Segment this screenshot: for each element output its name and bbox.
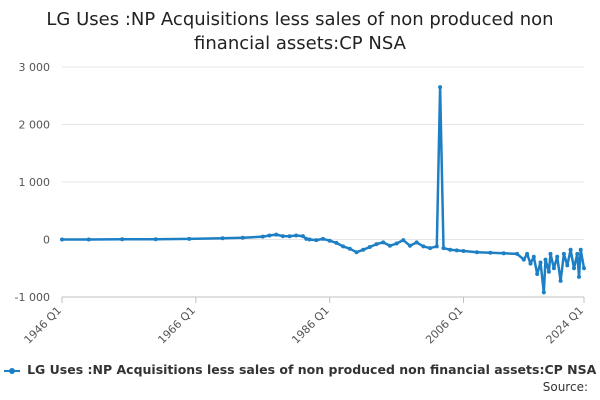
data-point bbox=[543, 257, 548, 262]
data-point bbox=[565, 263, 570, 268]
data-point bbox=[434, 244, 439, 249]
data-point bbox=[294, 233, 299, 238]
data-point bbox=[347, 246, 352, 251]
y-tick-label: 0 bbox=[43, 234, 50, 247]
data-point bbox=[461, 249, 466, 253]
x-tick-label: 2024 Q1 bbox=[544, 304, 587, 347]
data-point bbox=[408, 243, 412, 248]
data-point bbox=[240, 235, 245, 240]
data-point bbox=[314, 238, 319, 243]
data-point bbox=[561, 251, 566, 256]
data-point bbox=[501, 251, 506, 256]
data-point bbox=[287, 234, 292, 239]
y-tick-label: 2 000 bbox=[19, 119, 51, 132]
data-point bbox=[572, 266, 576, 271]
data-point bbox=[555, 254, 560, 259]
data-point bbox=[374, 242, 379, 247]
y-tick-label: 1 000 bbox=[19, 176, 51, 189]
legend-label: LG Uses :NP Acquisitions less sales of n… bbox=[27, 362, 597, 377]
data-point bbox=[334, 240, 339, 245]
data-point bbox=[401, 238, 406, 243]
data-point bbox=[454, 248, 459, 253]
data-point bbox=[304, 236, 309, 241]
y-axis-ticks: 3 000 2 000 1 000 0 -1 000 bbox=[15, 61, 50, 304]
data-point bbox=[394, 241, 399, 246]
series-layer bbox=[60, 85, 586, 295]
data-point bbox=[267, 233, 272, 238]
data-point bbox=[220, 236, 225, 241]
y-tick-label: -1 000 bbox=[15, 291, 50, 304]
data-point bbox=[535, 272, 540, 276]
data-point bbox=[428, 246, 433, 251]
data-point bbox=[548, 251, 553, 256]
data-point bbox=[525, 251, 530, 256]
x-tick-label: 2006 Q1 bbox=[423, 304, 466, 347]
data-point bbox=[280, 234, 285, 239]
data-point bbox=[341, 244, 346, 249]
source-label: Source: bbox=[542, 380, 588, 394]
legend-swatch bbox=[3, 365, 20, 377]
data-point bbox=[578, 247, 583, 252]
data-point bbox=[577, 274, 581, 279]
data-point bbox=[531, 254, 536, 259]
data-point bbox=[354, 250, 359, 255]
data-point bbox=[321, 236, 325, 241]
y-tick-label: 3 000 bbox=[19, 61, 51, 74]
data-point bbox=[361, 247, 366, 252]
data-point bbox=[187, 236, 192, 241]
data-point bbox=[120, 237, 125, 242]
x-tick-label: 1966 Q1 bbox=[155, 304, 198, 347]
data-point bbox=[438, 85, 443, 90]
data-point bbox=[381, 240, 386, 245]
chart-title: LG Uses :NP Acquisitions less sales of n… bbox=[46, 9, 554, 54]
data-point bbox=[568, 247, 573, 252]
data-point bbox=[575, 251, 580, 256]
data-point bbox=[528, 261, 533, 266]
data-point bbox=[541, 290, 546, 295]
data-point bbox=[538, 260, 543, 265]
data-point bbox=[448, 247, 453, 252]
data-point bbox=[367, 245, 372, 249]
data-point bbox=[414, 240, 419, 245]
data-point bbox=[551, 266, 556, 271]
data-point bbox=[327, 238, 332, 243]
data-point bbox=[546, 269, 551, 274]
data-point bbox=[60, 237, 64, 242]
data-point bbox=[558, 278, 563, 283]
series-line bbox=[60, 85, 586, 294]
data-point bbox=[441, 246, 446, 251]
data-point bbox=[260, 234, 265, 239]
x-tick-label: 1946 Q1 bbox=[22, 304, 65, 347]
data-point bbox=[521, 257, 526, 262]
data-point bbox=[421, 244, 426, 249]
data-point bbox=[300, 234, 305, 239]
grid-lines bbox=[62, 66, 584, 298]
data-point bbox=[488, 250, 493, 255]
data-point bbox=[86, 237, 91, 242]
data-point bbox=[582, 266, 586, 271]
data-point bbox=[474, 250, 479, 255]
data-point bbox=[274, 232, 279, 237]
data-point bbox=[515, 251, 520, 256]
data-point bbox=[153, 237, 158, 242]
x-tick-label: 1986 Q1 bbox=[289, 304, 332, 347]
data-point bbox=[387, 243, 392, 248]
legend: LG Uses :NP Acquisitions less sales of n… bbox=[0, 362, 600, 377]
x-axis-ticks: 1946 Q1 1966 Q1 1986 Q1 2006 Q1 2024 Q1 bbox=[22, 297, 587, 347]
data-point bbox=[307, 237, 312, 242]
